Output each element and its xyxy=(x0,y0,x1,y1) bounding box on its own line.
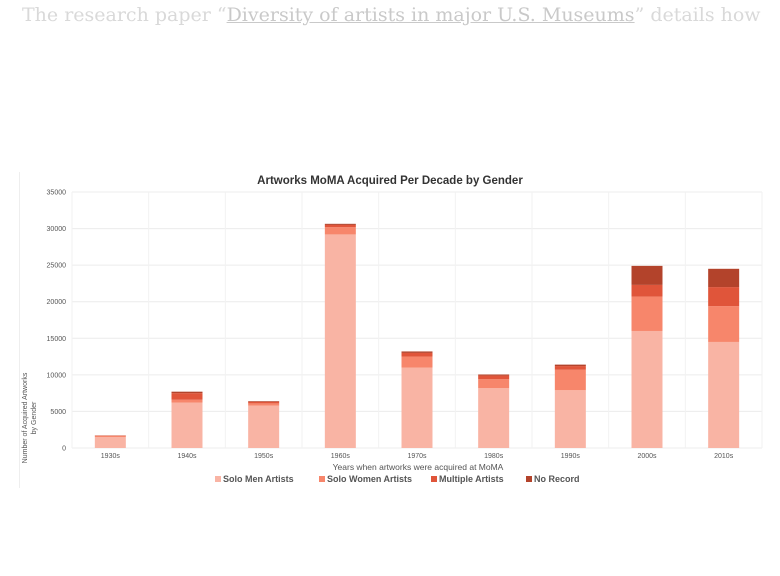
moma-acquisitions-chart: Artworks MoMA Acquired Per Decade by Gen… xyxy=(22,175,763,484)
bar-2000s-solo-women-artists xyxy=(631,296,663,331)
legend-swatch xyxy=(526,476,532,482)
bar-1940s-solo-women-artists xyxy=(171,399,203,403)
chart-legend: Solo Men Artists Solo Women Artists Multip… xyxy=(215,474,580,484)
bar-1940s-no-record xyxy=(171,391,203,394)
x-tick-label: 1960s xyxy=(331,453,351,460)
y-axis-label-line-2: by Gender xyxy=(31,401,38,434)
bar-1950s-multiple-artists xyxy=(248,401,280,404)
bar-1970s-solo-men-artists xyxy=(401,367,433,448)
y-tick-label: 35000 xyxy=(47,190,67,197)
bar-1950s-no-record xyxy=(248,401,280,402)
bar-1970s-multiple-artists xyxy=(401,352,433,357)
chart-title: Artworks MoMA Acquired Per Decade by Gen… xyxy=(257,175,523,187)
x-tick-label: 1930s xyxy=(101,453,121,460)
bar-2000s-multiple-artists xyxy=(631,284,663,297)
legend-label: Solo Men Artists xyxy=(223,474,294,484)
left-divider xyxy=(19,172,20,488)
bar-1940s-solo-men-artists xyxy=(171,402,203,448)
bar-1980s-solo-women-artists xyxy=(478,379,510,389)
intro-paragraph: The research paper “Diversity of artists… xyxy=(22,0,762,30)
bar-1990s-multiple-artists xyxy=(554,366,586,370)
bar-2000s-solo-men-artists xyxy=(631,330,663,448)
y-tick-label: 5000 xyxy=(50,409,66,416)
intro-text-after: ” details how xyxy=(634,4,761,26)
legend-swatch xyxy=(319,476,325,482)
bar-1980s-multiple-artists xyxy=(478,375,510,380)
bar-1940s-multiple-artists xyxy=(171,393,203,400)
x-axis-ticks: 1930s 1940s 1950s 1960s 1970s 1980s 1990s 2000s… xyxy=(101,453,734,460)
y-tick-label: 15000 xyxy=(47,336,67,343)
bar-2010s-solo-men-artists xyxy=(708,341,740,448)
x-tick-label: 1980s xyxy=(484,453,504,460)
x-tick-label: 2010s xyxy=(714,453,734,460)
bar-1980s-solo-men-artists xyxy=(478,388,510,448)
bar-1990s-solo-women-artists xyxy=(554,369,586,391)
y-tick-label: 30000 xyxy=(47,226,67,233)
bar-1980s-no-record xyxy=(478,374,510,376)
x-tick-label: 1990s xyxy=(561,453,581,460)
bar-1950s-solo-women-artists xyxy=(248,403,280,406)
bar-1990s-no-record xyxy=(554,364,586,367)
bar-2010s-multiple-artists xyxy=(708,287,740,307)
x-tick-label: 1950s xyxy=(254,453,274,460)
y-tick-label: 10000 xyxy=(47,372,67,379)
bar-1930s-solo-men-artists xyxy=(94,437,126,448)
x-tick-label: 1970s xyxy=(407,453,427,460)
bar-1960s-no-record xyxy=(324,223,356,225)
bar-1990s-solo-men-artists xyxy=(554,390,586,448)
bar-1930s-solo-women-artists xyxy=(94,435,126,438)
bar-1960s-solo-men-artists xyxy=(324,234,356,448)
bar-1960s-multiple-artists xyxy=(324,224,356,228)
bar-1970s-solo-women-artists xyxy=(401,356,433,368)
bar-1970s-no-record xyxy=(401,351,433,353)
bar-2000s-no-record xyxy=(631,265,663,285)
legend-label: Solo Women Artists xyxy=(327,474,412,484)
y-tick-label: 0 xyxy=(62,446,66,453)
intro-text-before: The research paper “ xyxy=(22,4,227,26)
bar-2010s-solo-women-artists xyxy=(708,306,740,342)
y-axis-label-line-1: Number of Acquired Artworks xyxy=(22,372,29,463)
y-tick-label: 25000 xyxy=(47,263,67,270)
bar-2010s-no-record xyxy=(708,268,740,288)
x-tick-label: 2000s xyxy=(637,453,657,460)
y-tick-label: 20000 xyxy=(47,299,67,306)
x-axis-label: Years when artworks were acquired at MoM… xyxy=(333,462,504,472)
bar-1950s-solo-men-artists xyxy=(248,405,280,448)
paper-link[interactable]: Diversity of artists in major U.S. Museu… xyxy=(226,4,635,26)
legend-swatch xyxy=(431,476,437,482)
chart-bars xyxy=(94,223,740,448)
legend-label: Multiple Artists xyxy=(439,474,504,484)
y-axis-ticks: 0 5000 10000 15000 20000 25000 30000 35000 xyxy=(47,190,67,453)
bar-1960s-solo-women-artists xyxy=(324,227,356,235)
legend-swatch xyxy=(215,476,221,482)
legend-label: No Record xyxy=(534,474,580,484)
x-tick-label: 1940s xyxy=(177,453,197,460)
